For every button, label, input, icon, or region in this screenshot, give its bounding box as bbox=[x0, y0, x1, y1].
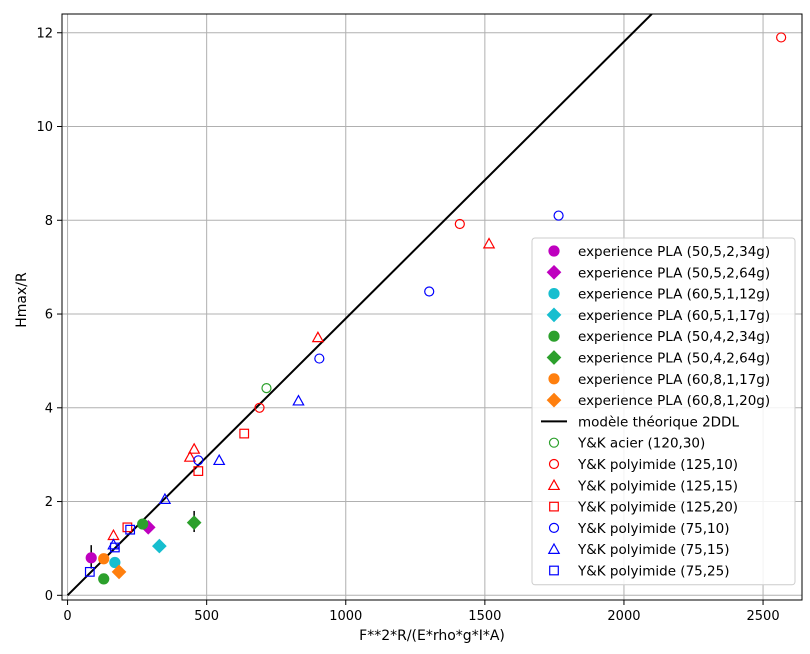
legend-box bbox=[531, 237, 796, 586]
legend-label: Y&K acier (120,30) bbox=[577, 436, 705, 452]
data-point bbox=[553, 210, 564, 221]
x-axis-label: F**2*R/(E*rho*g*I*A) bbox=[359, 628, 505, 644]
legend-label: experience PLA (50,4,2,64g) bbox=[578, 351, 770, 367]
legend-label: modèle théorique 2DDL bbox=[578, 414, 739, 430]
data-point bbox=[152, 538, 167, 554]
data-point bbox=[311, 331, 325, 343]
legend-marker bbox=[548, 458, 560, 470]
y-axis-ticks: 0 2 4 6 8 10 12 bbox=[36, 26, 62, 604]
data-point bbox=[187, 442, 201, 454]
data-point bbox=[482, 237, 496, 249]
data-point bbox=[84, 566, 95, 577]
legend-marker bbox=[546, 264, 562, 280]
data-point bbox=[107, 538, 120, 550]
data-point bbox=[314, 353, 325, 364]
data-point bbox=[109, 556, 121, 569]
data-point bbox=[292, 394, 305, 406]
data-point bbox=[193, 466, 204, 476]
plot-frame bbox=[61, 13, 803, 601]
y-tick-label: 8 bbox=[45, 214, 53, 229]
data-point bbox=[454, 218, 465, 230]
y-tick-label: 0 bbox=[45, 589, 53, 604]
legend-label: experience PLA (50,4,2,34g) bbox=[578, 329, 770, 345]
legend-label: experience PLA (50,5,2,34g) bbox=[578, 244, 770, 260]
legend-label: experience PLA (50,5,2,64g) bbox=[578, 265, 770, 281]
legend-label: experience PLA (60,5,1,12g) bbox=[578, 287, 770, 303]
data-point bbox=[85, 552, 97, 564]
y-axis-label: Hmax/R bbox=[14, 272, 30, 328]
x-tick-label: 1000 bbox=[329, 609, 362, 624]
x-axis-ticks: 0 500 1000 1500 2000 2500 bbox=[63, 600, 780, 624]
legend-label: experience PLA (60,8,1,20g) bbox=[578, 393, 770, 409]
legend-label: Y&K polyimide (125,15) bbox=[577, 478, 738, 494]
legend-marker bbox=[547, 542, 561, 554]
data-point bbox=[125, 524, 136, 535]
x-tick-label: 2500 bbox=[747, 609, 780, 624]
legend-label: experience PLA (60,8,1,17g) bbox=[578, 372, 770, 388]
x-tick-label: 1500 bbox=[468, 609, 501, 624]
data-point bbox=[186, 515, 202, 530]
legend: experience PLA (50,5,2,34g) experience PL… bbox=[531, 237, 796, 586]
legend-marker bbox=[548, 437, 560, 448]
data-point bbox=[261, 383, 272, 394]
y-tick-label: 2 bbox=[45, 495, 53, 510]
data-point bbox=[111, 564, 127, 580]
legend-marker bbox=[546, 307, 562, 323]
data-point bbox=[137, 518, 149, 530]
series-line bbox=[66, 14, 653, 597]
legend-marker bbox=[549, 501, 559, 512]
data-point bbox=[212, 453, 226, 466]
x-tick-label: 500 bbox=[194, 609, 219, 624]
data-point bbox=[776, 32, 787, 43]
data-point bbox=[424, 286, 435, 297]
data-point bbox=[109, 542, 120, 553]
data-point bbox=[122, 522, 133, 533]
legend-label: Y&K polyimide (125,20) bbox=[577, 500, 738, 516]
y-tick-label: 10 bbox=[36, 120, 53, 135]
legend-marker bbox=[546, 392, 562, 408]
legend-marker bbox=[548, 245, 560, 257]
x-tick-label: 2000 bbox=[607, 609, 640, 624]
legend-label: Y&K polyimide (75,25) bbox=[577, 564, 730, 580]
legend-marker bbox=[548, 373, 560, 385]
data-point bbox=[98, 573, 110, 585]
data-point bbox=[193, 455, 204, 466]
legend-label: Y&K polyimide (75,10) bbox=[577, 521, 730, 537]
y-tick-label: 12 bbox=[36, 26, 53, 41]
y-tick-label: 4 bbox=[45, 401, 53, 416]
data-point bbox=[239, 428, 250, 439]
data-point bbox=[254, 402, 265, 413]
y-tick-label: 6 bbox=[45, 308, 53, 323]
legend-marker bbox=[549, 565, 559, 576]
legend-marker bbox=[547, 478, 561, 491]
x-tick-label: 0 bbox=[63, 609, 71, 624]
legend-label: Y&K polyimide (125,10) bbox=[577, 457, 738, 473]
data-point bbox=[158, 492, 172, 504]
data-point bbox=[98, 553, 110, 565]
data-point bbox=[107, 528, 120, 541]
data-point bbox=[183, 450, 197, 462]
legend-marker bbox=[548, 522, 560, 534]
legend-label: Y&K polyimide (75,15) bbox=[577, 542, 730, 558]
legend-marker bbox=[548, 330, 560, 342]
legend-label: experience PLA (60,5,1,17g) bbox=[578, 308, 770, 324]
legend-marker bbox=[548, 288, 560, 300]
legend-marker bbox=[546, 350, 562, 365]
plot-area bbox=[66, 14, 787, 597]
